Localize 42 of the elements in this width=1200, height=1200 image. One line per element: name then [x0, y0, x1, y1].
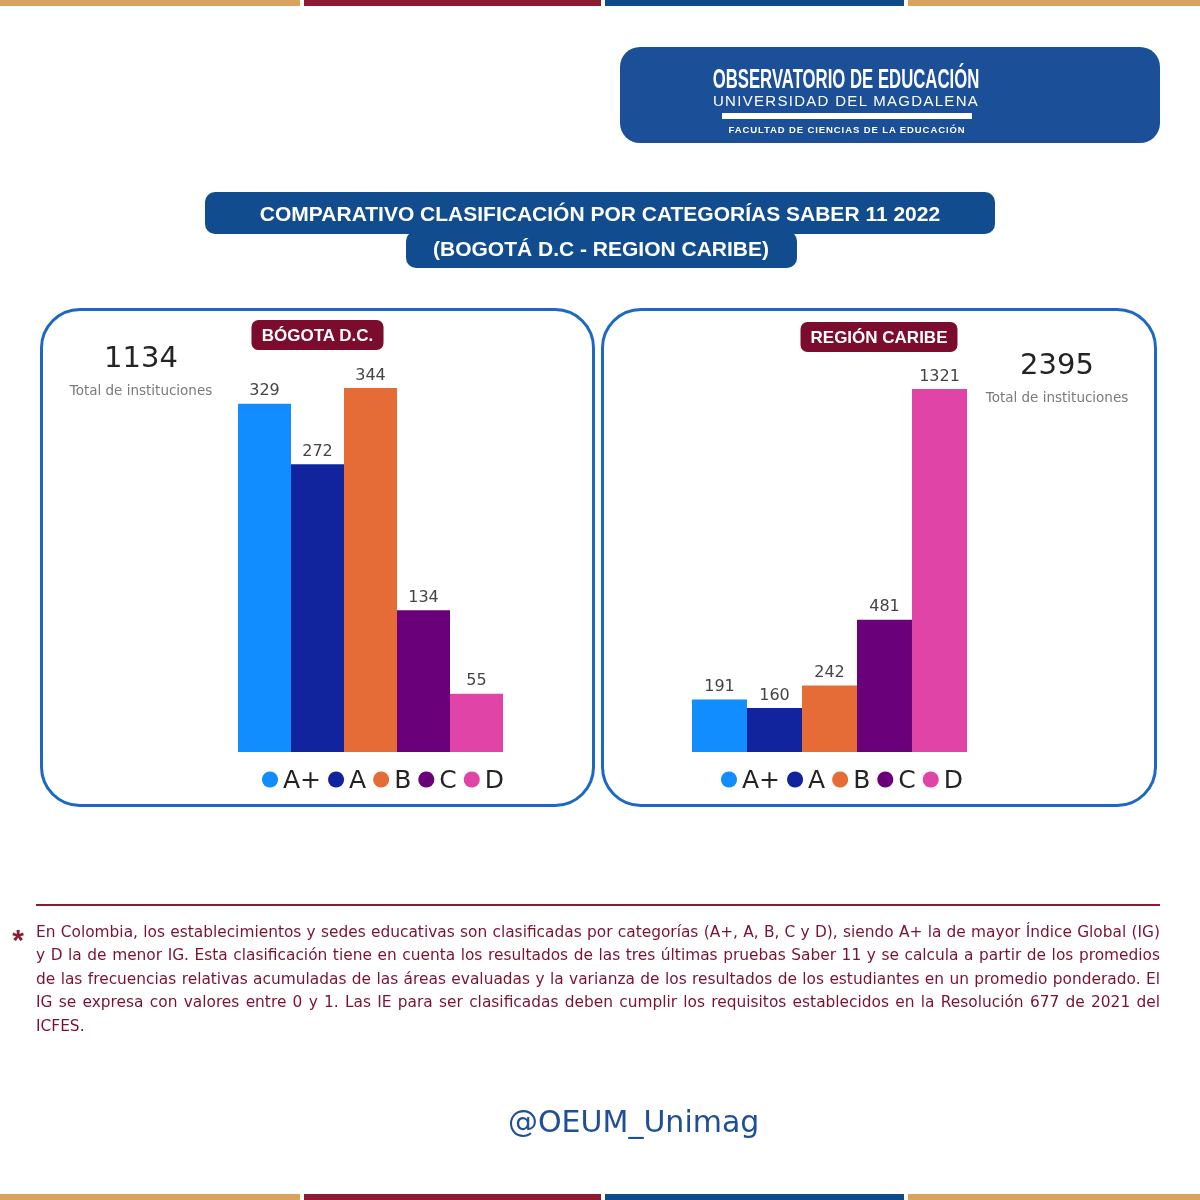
data-label: 1321 [919, 365, 960, 385]
legend-label: B [853, 765, 871, 794]
legend-label: D [484, 765, 505, 794]
bar [238, 403, 291, 752]
data-label: 191 [704, 676, 735, 696]
legend-label: A+ [742, 765, 781, 794]
text: * [12, 922, 24, 958]
text: FACULTAD DE CIENCIAS DE LA EDUCACIÓN [728, 123, 966, 136]
data-label: 134 [408, 586, 439, 606]
text: COMPARATIVO CLASIFICACIÓN POR CATEGORÍAS SABER 11 2022 [259, 201, 941, 227]
text: 1134 [104, 340, 178, 374]
data-label: 344 [355, 364, 386, 384]
legend-label: C [898, 765, 916, 794]
annotation: Total de instituciones [68, 382, 213, 398]
text: @OEUM_Unimag [508, 1103, 760, 1140]
bar [802, 685, 857, 752]
chart-title: BÓGOTA D.C. [261, 326, 374, 345]
data-label: 242 [814, 662, 845, 681]
legend-label: A [808, 765, 826, 794]
bar [397, 610, 450, 752]
text: 2395 [1020, 347, 1094, 381]
bar [344, 388, 397, 752]
data-label: 329 [249, 380, 280, 400]
legend-label: B [394, 765, 412, 794]
text: En Colombia, los establecimientos y sedes educativas son clasificadas por categorías (A+, A, B, C y D), siendo A+ la de mayor Índice Global (IG) y D la de menor IG. Esta clasificación tiene en cuenta los resultados de las tres últimas pruebas Saber 11 y se calcula a partir de los promedios de las frecuencias relativas acumuladas de las áreas evaluadas y la varianza de los resultados de los estudiantes en un promedio ponderado. El IG se expresa con valores entre 0 y 1. Las IE para ser clasificadas deben cumplir los requisitos establecidos en la Resolución 677 de 2021 del ICFES. [36, 921, 1160, 1037]
legend-label: C [439, 765, 457, 794]
legend-label: A [349, 765, 367, 794]
data-label: 272 [302, 440, 333, 460]
legend-label: D [943, 765, 964, 794]
bar [747, 708, 802, 752]
annotation: Total de instituciones [984, 389, 1129, 405]
bar [912, 389, 967, 752]
data-label: 55 [466, 670, 487, 690]
text: (BOGOTÁ D.C - REGION CARIBE) [433, 236, 769, 262]
bar [450, 693, 503, 752]
bar [692, 699, 747, 752]
data-label: 160 [759, 684, 790, 704]
bar [291, 464, 344, 752]
bar [857, 619, 912, 752]
legend-label: A+ [283, 765, 322, 794]
data-label: 481 [869, 596, 900, 616]
chart-title: REGIÓN CARIBE [810, 328, 948, 347]
